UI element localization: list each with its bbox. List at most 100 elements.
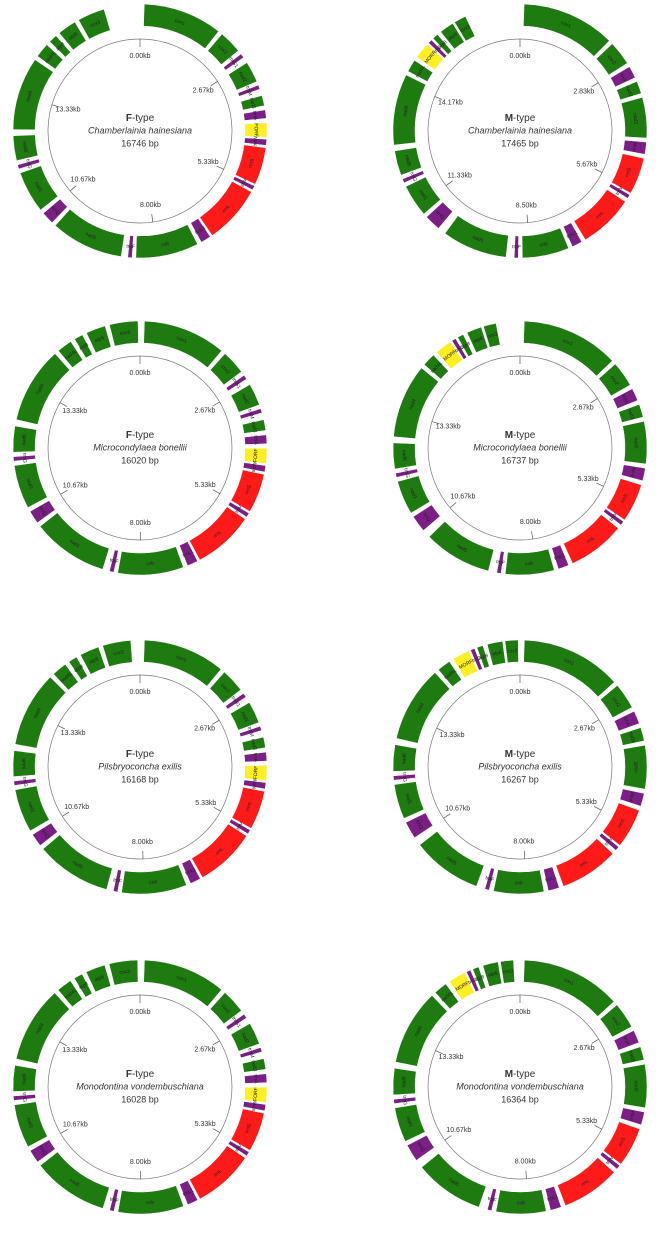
- map-type: F-type: [126, 749, 155, 760]
- gene-arc: [244, 434, 268, 445]
- gene-arc: [393, 781, 425, 819]
- gene-arc: [483, 323, 501, 348]
- gene-arc: [457, 334, 474, 357]
- gene-label: trnG: [408, 171, 417, 182]
- gene-arc: [496, 550, 505, 574]
- gene-label: trnW: [252, 136, 259, 147]
- gene-arc: [13, 462, 48, 508]
- gene-label: trnF: [496, 559, 506, 566]
- gene-label: atp6: [447, 31, 459, 42]
- gene-arc: [402, 170, 425, 184]
- gene-label: trnL1: [554, 552, 567, 562]
- gene-label: nad1: [33, 181, 44, 194]
- gene-label: trnA: [620, 394, 630, 405]
- scale-label: 5.67kb: [576, 162, 597, 169]
- gene-arc: [32, 822, 58, 846]
- gene-arc: [421, 1153, 487, 1208]
- scale-tick: [594, 1125, 602, 1130]
- gene-label: trnS1: [230, 1016, 242, 1029]
- scale-label: 0.00kb: [509, 689, 530, 696]
- gene-arc: [19, 165, 59, 211]
- gene-label: trnL1: [566, 230, 579, 241]
- gene-arc: [68, 656, 88, 681]
- gene-arc: [523, 3, 610, 57]
- scale-label: 11.33kb: [447, 172, 471, 179]
- gene-label: trnS1: [230, 695, 242, 708]
- scale-label: 8.00kb: [132, 839, 153, 846]
- scale-label: 14.17kb: [438, 100, 463, 107]
- gene-arc: [470, 648, 483, 671]
- scale-tick: [449, 502, 457, 509]
- map-type: F-type: [126, 113, 155, 124]
- gene-label: nad3: [248, 97, 257, 109]
- gene-arc: [623, 744, 648, 790]
- gene-arc: [37, 44, 64, 70]
- gene-arc: [15, 992, 70, 1065]
- gene-arc: [412, 504, 441, 531]
- gene-arc: [393, 367, 439, 439]
- gene-label: nad2: [239, 711, 249, 724]
- gene-label: trnV: [235, 821, 245, 833]
- gene-arc: [476, 645, 490, 669]
- gene-label: trnV: [234, 1142, 244, 1154]
- gene-label: trnV: [604, 836, 615, 847]
- gene-arc: [78, 8, 111, 40]
- gene-arc: [181, 859, 201, 884]
- gene-arc: [225, 374, 247, 392]
- gene-label: cox2: [217, 44, 229, 56]
- gene-arc: [438, 661, 462, 687]
- map-type: M-type: [505, 1069, 536, 1080]
- gene-label: nad2: [633, 1080, 639, 1091]
- gene-arc: [595, 43, 628, 76]
- scale-label: 0.00kb: [129, 370, 150, 377]
- gene-arc: [230, 1023, 260, 1052]
- scale-tick: [151, 214, 154, 223]
- scale-tick: [62, 811, 70, 817]
- gene-arc: [207, 33, 239, 65]
- gene-label: cox3: [119, 330, 130, 337]
- gene-label: trnG: [21, 777, 28, 788]
- gene-arc: [241, 736, 266, 752]
- gene-label: FORF: [253, 448, 260, 462]
- gene-label: cox1: [560, 20, 572, 30]
- gene-label: cox1: [175, 654, 187, 663]
- gene-arc: [243, 779, 267, 790]
- type-suffix: -type: [513, 749, 536, 760]
- strand-letter: M: [505, 113, 513, 124]
- gene-label: trnQ: [50, 205, 61, 216]
- gene-label: trnL1: [182, 1188, 195, 1198]
- gene-label: nad5: [84, 231, 97, 241]
- gene-label: trnV: [239, 177, 249, 188]
- gene-arc: [493, 869, 545, 895]
- gene-arc: [612, 388, 639, 409]
- gene-arc: [12, 59, 54, 131]
- gene-label: FORF: [253, 123, 259, 137]
- species-name: Chamberlainia hainesiana: [88, 125, 192, 135]
- gene-arc: [17, 158, 41, 170]
- strand-letter: M: [505, 749, 513, 760]
- gene-arc: [14, 785, 50, 832]
- type-suffix: -type: [132, 1069, 155, 1080]
- gene-arc: [230, 384, 260, 413]
- gene-arc: [13, 1101, 48, 1148]
- genome-map: 0.00kb 2.67kb 5.33kb 8.00kb 10.67kb 13.33kb co…: [12, 639, 268, 895]
- scale-label: 2.83kb: [573, 88, 594, 95]
- gene-label: trnF: [113, 877, 123, 885]
- gene-label: nad5: [68, 1177, 81, 1188]
- gene-label: rrnL: [221, 203, 232, 214]
- gene-label: atp6: [472, 336, 483, 345]
- gene-arc: [610, 66, 636, 88]
- gene-label: nad1: [25, 1117, 34, 1130]
- scale-tick: [59, 1041, 67, 1047]
- species-name: Microcondylaea bonellii: [93, 442, 188, 452]
- gene-label: cox2: [610, 1016, 621, 1028]
- gene-label: trnV: [615, 185, 625, 197]
- scale-label: 10.67kb: [63, 1122, 88, 1129]
- gene-arc: [58, 341, 84, 368]
- gene-arc: [482, 961, 503, 987]
- gene-label: trnG: [24, 158, 33, 169]
- gene-arc: [454, 15, 476, 42]
- gene-arc: [606, 478, 642, 521]
- gene-label: trnA: [622, 1036, 631, 1047]
- gene-label: nad4: [25, 90, 34, 103]
